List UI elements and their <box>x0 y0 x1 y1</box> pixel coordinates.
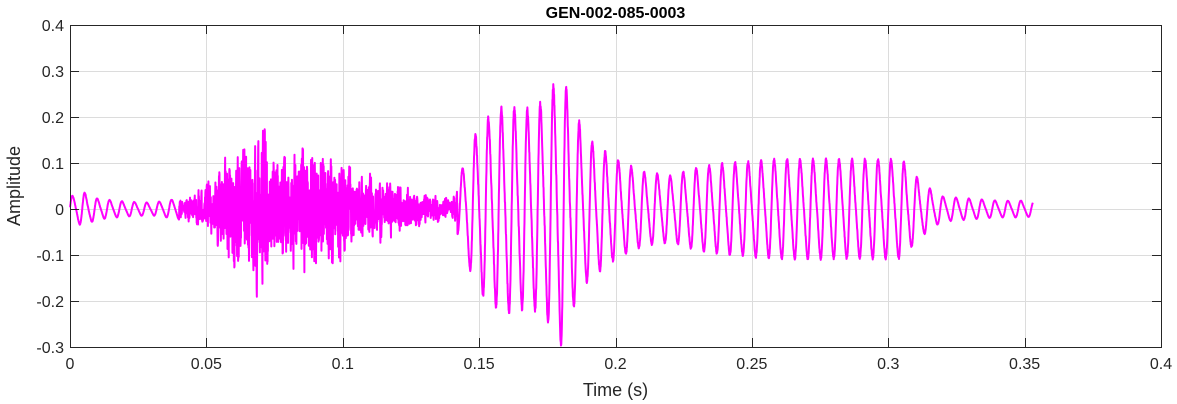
y-tick-label: -0.1 <box>36 248 64 265</box>
y-tick-labels: -0.3 -0.2 -0.1 0 0.1 0.2 0.3 0.4 <box>36 18 64 357</box>
y-tick-label: 0.2 <box>42 110 64 127</box>
y-tick-label: 0.3 <box>42 64 64 81</box>
x-tick-label: 0.35 <box>1009 356 1040 373</box>
y-axis-label: Amplitude <box>4 146 24 226</box>
y-tick-label: 0.4 <box>42 18 64 35</box>
chart-title: GEN-002-085-0003 <box>546 5 686 22</box>
x-tick-label: 0 <box>66 356 75 373</box>
x-tick-label: 0.25 <box>736 356 767 373</box>
x-tick-label: 0.15 <box>464 356 495 373</box>
x-tick-label: 0.3 <box>877 356 899 373</box>
x-tick-label: 0.1 <box>332 356 354 373</box>
x-tick-label: 0.05 <box>191 356 222 373</box>
x-tick-label: 0.4 <box>1150 356 1172 373</box>
waveform-line <box>69 83 1034 347</box>
y-tick-label: 0 <box>55 202 64 219</box>
y-tick-label: 0.1 <box>42 156 64 173</box>
x-tick-label: 0.2 <box>604 356 626 373</box>
y-tick-label: -0.2 <box>36 294 64 311</box>
x-tick-labels: 0 0.05 0.1 0.15 0.2 0.25 0.3 0.35 0.4 <box>66 356 1173 373</box>
tick-marks <box>70 25 1162 348</box>
y-tick-label: -0.3 <box>36 340 64 357</box>
signal-group <box>69 83 1034 347</box>
x-axis-label: Time (s) <box>583 380 648 400</box>
